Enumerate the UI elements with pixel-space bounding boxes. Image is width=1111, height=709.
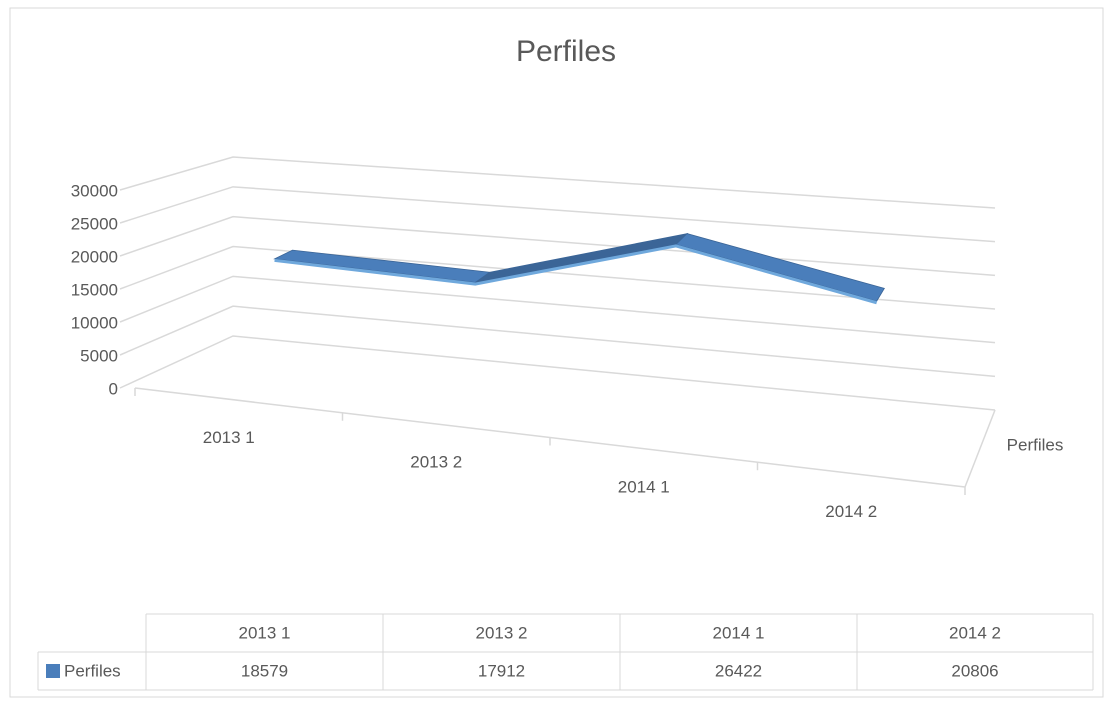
chart-frame xyxy=(9,7,1104,698)
grid-line xyxy=(119,156,996,209)
legend-label: Perfiles xyxy=(64,661,121,680)
table-header: 2014 1 xyxy=(713,623,765,642)
y-tick-label: 20000 xyxy=(71,247,118,266)
table-header: 2013 1 xyxy=(239,623,291,642)
grid-line xyxy=(119,275,996,344)
table-header: 2013 2 xyxy=(476,623,528,642)
depth-axis-line xyxy=(964,409,996,488)
x-tick-label: 2014 1 xyxy=(618,477,670,496)
depth-axis-label: Perfiles xyxy=(1007,435,1064,454)
grid-line xyxy=(119,186,996,243)
chart-title: Perfiles xyxy=(516,35,616,68)
y-tick-label: 15000 xyxy=(71,280,118,299)
x-tick-label: 2013 2 xyxy=(410,453,462,472)
line xyxy=(274,244,878,305)
y-tick-label: 5000 xyxy=(80,346,118,365)
x-tick-label: 2013 1 xyxy=(203,428,255,447)
table-value: 18579 xyxy=(241,661,288,680)
y-tick-label: 25000 xyxy=(71,214,118,233)
y-tick-label: 10000 xyxy=(71,313,118,332)
legend-key xyxy=(46,664,60,678)
table-value: 26422 xyxy=(715,661,762,680)
table-value: 20806 xyxy=(951,661,998,680)
grid-line xyxy=(119,305,996,378)
y-tick-label: 0 xyxy=(109,379,118,398)
y-tick-label: 30000 xyxy=(71,181,118,200)
grid-line xyxy=(119,245,996,310)
grid-line xyxy=(119,335,996,411)
table-header: 2014 2 xyxy=(949,623,1001,642)
x-tick-label: 2014 2 xyxy=(825,502,877,521)
table-value: 17912 xyxy=(478,661,525,680)
